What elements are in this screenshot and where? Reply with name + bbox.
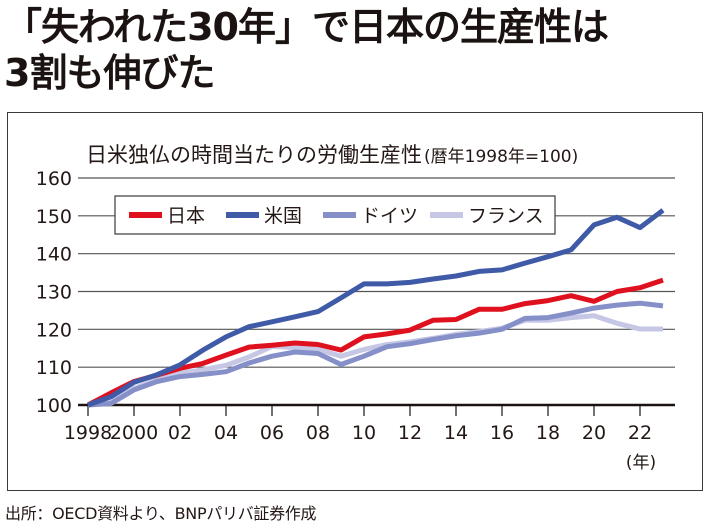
x-tick-label: 02 [168, 422, 192, 444]
chart-title-main: 日米独仏の時間当たりの労働生産性 [86, 143, 422, 167]
legend-label: 日本 [167, 205, 205, 227]
legend-label: フランス [468, 205, 544, 227]
headline-line-1: 「失われた30年」で日本の生産性は [4, 5, 609, 49]
x-tick-label: 08 [306, 422, 330, 444]
legend-box [114, 195, 556, 235]
x-tick-label: 06 [260, 422, 284, 444]
y-tick-label: 150 [36, 206, 72, 228]
x-axis-unit-label: (年) [626, 453, 656, 473]
x-tick-label: 20 [582, 422, 606, 444]
headline: 「失われた30年」で日本の生産性は 3割も伸びた [4, 4, 609, 96]
legend-label: 米国 [264, 205, 302, 227]
series-line-ドイツ [87, 300, 664, 408]
series-line-米国 [87, 208, 665, 408]
x-tick-label: 10 [352, 422, 376, 444]
y-axis-ticks: 100 110 120 130 140 150 160 [36, 168, 72, 417]
x-tick-label: 18 [536, 422, 560, 444]
series-line-フランス [87, 313, 663, 408]
chart-title: 日米独仏の時間当たりの労働生産性 (暦年1998年=100) [86, 143, 578, 167]
legend: 日本 米国 ドイツ フランス [114, 195, 556, 235]
x-tick-label: 16 [490, 422, 514, 444]
x-tick-label: 04 [214, 422, 238, 444]
y-tick-label: 110 [36, 357, 72, 379]
y-tick-label: 100 [36, 395, 72, 417]
y-tick-label: 120 [36, 319, 72, 341]
source-note: 出所：OECD資料より、BNPパリバ証券作成 [5, 504, 317, 523]
chart-frame [7, 112, 703, 491]
x-tick-label: 14 [444, 422, 468, 444]
y-tick-label: 130 [36, 282, 72, 304]
headline-line-2: 3割も伸びた [4, 51, 215, 95]
y-tick-label: 160 [36, 168, 72, 190]
legend-label: ドイツ [361, 205, 418, 227]
x-tick-label: 2000 [110, 422, 158, 444]
x-tick-label: 22 [628, 422, 652, 444]
series-lines [86, 208, 665, 408]
y-tick-label: 140 [36, 244, 72, 266]
series-line-日本 [86, 277, 664, 408]
chart-subtitle: (暦年1998年=100) [424, 147, 578, 167]
x-tick-label: 12 [398, 422, 422, 444]
x-tick-label: 1998 [64, 422, 112, 444]
